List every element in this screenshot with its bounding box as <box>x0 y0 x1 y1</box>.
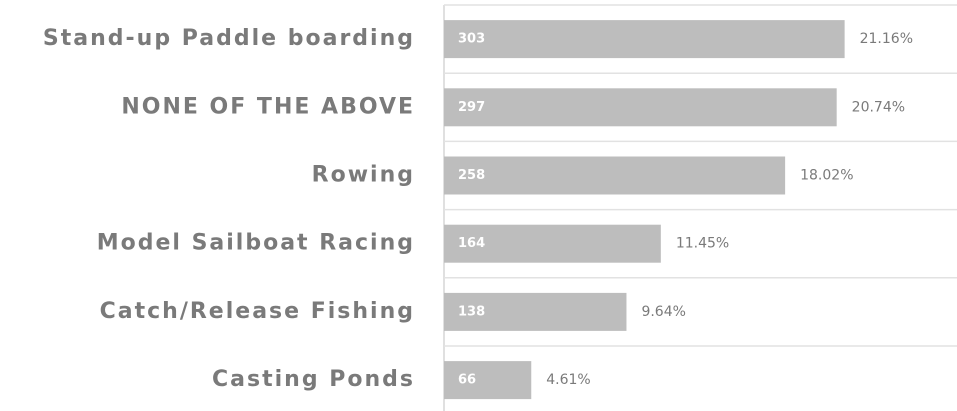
bar-value-label: 258 <box>458 168 485 183</box>
percent-label: 4.61% <box>546 372 590 388</box>
bar-value-label: 138 <box>458 304 485 319</box>
percent-label: 21.16% <box>860 31 913 47</box>
bar-value-label: 66 <box>458 373 476 388</box>
bar <box>444 156 786 195</box>
bar <box>444 88 837 127</box>
percent-label: 9.64% <box>641 304 685 320</box>
bar <box>444 20 845 59</box>
bar <box>444 361 532 400</box>
category-label: Rowing <box>312 163 415 188</box>
bar-value-label: 297 <box>458 100 485 115</box>
category-label: NONE OF THE ABOVE <box>121 94 415 119</box>
bar-value-label: 164 <box>458 236 485 251</box>
percent-label: 18.02% <box>800 168 853 184</box>
bar-value-label: 303 <box>458 32 485 47</box>
bar <box>444 292 627 331</box>
category-label: Casting Ponds <box>212 367 415 392</box>
percent-label: 20.74% <box>852 99 905 115</box>
category-label: Model Sailboat Racing <box>97 231 415 256</box>
category-label: Stand-up Paddle boarding <box>43 26 415 51</box>
bar <box>444 224 661 263</box>
category-label: Catch/Release Fishing <box>100 299 415 324</box>
percent-label: 11.45% <box>676 236 729 252</box>
